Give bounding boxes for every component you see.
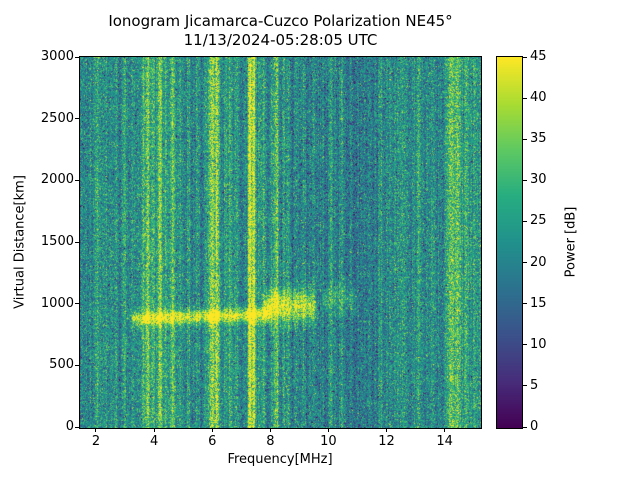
y-tick-mark bbox=[75, 303, 79, 305]
colorbar-tick-label: 30 bbox=[530, 172, 547, 188]
x-tick-mark bbox=[95, 428, 97, 432]
colorbar-tick-mark bbox=[523, 220, 527, 222]
colorbar-tick-label: 15 bbox=[530, 295, 547, 311]
chart-title: Ionogram Jicamarca-Cuzco Polarization NE… bbox=[108, 12, 453, 30]
colorbar-tick-label: 35 bbox=[530, 131, 547, 147]
x-tick-label: 12 bbox=[378, 434, 395, 449]
y-tick-mark bbox=[75, 364, 79, 366]
x-tick-mark bbox=[386, 428, 388, 432]
colorbar-tick-label: 10 bbox=[530, 336, 547, 352]
colorbar-tick-label: 5 bbox=[530, 377, 539, 393]
y-tick-label: 2500 bbox=[40, 110, 74, 126]
y-tick-mark bbox=[75, 241, 79, 243]
x-tick-label: 2 bbox=[91, 434, 101, 449]
x-tick-mark bbox=[153, 428, 155, 432]
x-tick-label: 6 bbox=[208, 434, 217, 449]
x-tick-mark bbox=[444, 428, 446, 432]
colorbar-label: Power [dB] bbox=[563, 206, 579, 278]
colorbar-tick-mark bbox=[523, 97, 527, 99]
colorbar-tick-label: 40 bbox=[530, 90, 547, 106]
chart-subtitle: 11/13/2024-05:28:05 UTC bbox=[183, 31, 378, 49]
y-tick-label: 2000 bbox=[40, 172, 74, 188]
y-axis-label: Virtual Distance[km] bbox=[12, 175, 28, 309]
colorbar-tick-mark bbox=[523, 262, 527, 264]
x-tick-mark bbox=[327, 428, 329, 432]
plot-area bbox=[79, 56, 482, 429]
colorbar-tick-mark bbox=[523, 56, 527, 58]
y-tick-mark bbox=[75, 56, 79, 58]
x-tick-label: 4 bbox=[149, 434, 159, 449]
x-tick-mark bbox=[269, 428, 271, 432]
y-tick-mark bbox=[75, 118, 79, 120]
colorbar-tick-mark bbox=[523, 344, 527, 346]
y-tick-label: 0 bbox=[65, 419, 74, 434]
x-tick-label: 14 bbox=[436, 434, 453, 449]
x-tick-mark bbox=[211, 428, 213, 432]
colorbar bbox=[496, 56, 523, 429]
colorbar-canvas bbox=[497, 57, 522, 428]
y-tick-mark bbox=[75, 426, 79, 428]
colorbar-tick-mark bbox=[523, 138, 527, 140]
colorbar-tick-label: 25 bbox=[530, 213, 547, 229]
colorbar-tick-mark bbox=[523, 179, 527, 181]
colorbar-tick-label: 45 bbox=[530, 49, 547, 64]
y-tick-label: 1500 bbox=[40, 234, 74, 249]
colorbar-tick-label: 20 bbox=[530, 254, 547, 270]
colorbar-tick-mark bbox=[523, 385, 527, 387]
colorbar-tick-label: 0 bbox=[530, 419, 539, 434]
y-tick-label: 3000 bbox=[40, 49, 74, 64]
x-axis-label: Frequency[MHz] bbox=[227, 452, 333, 467]
colorbar-tick-mark bbox=[523, 303, 527, 305]
x-tick-label: 10 bbox=[320, 434, 337, 449]
colorbar-tick-mark bbox=[523, 426, 527, 428]
heatmap-canvas bbox=[80, 57, 481, 428]
y-tick-label: 500 bbox=[49, 357, 74, 373]
y-tick-mark bbox=[75, 179, 79, 181]
x-tick-label: 8 bbox=[266, 434, 275, 449]
y-tick-label: 1000 bbox=[40, 295, 74, 311]
